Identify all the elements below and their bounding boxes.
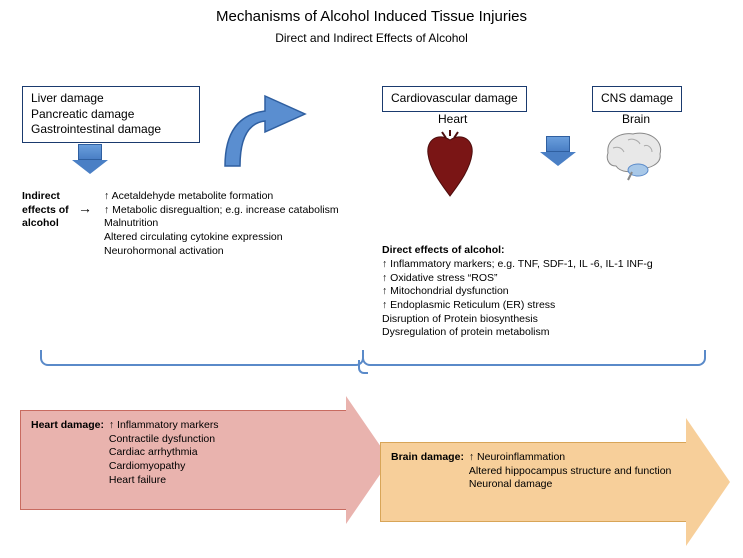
brace-join-icon [358,360,368,374]
brace-icon [40,350,364,366]
heart-damage-list: ↑ Inflammatory markersContractile dysfun… [109,419,219,487]
heart-damage-arrow: Heart damage: ↑ Inflammatory markersCont… [20,410,390,510]
heart-icon [420,130,480,200]
box-cardio: Cardiovascular damage [382,86,527,112]
box-left-damage: Liver damagePancreatic damageGastrointes… [22,86,200,143]
page-subtitle: Direct and Indirect Effects of Alcohol [0,31,743,45]
brain-damage-label: Brain damage: [391,451,464,463]
indirect-label: Indirect effects of alcohol [22,190,69,231]
direct-list: ↑ Inflammatory markers; e.g. TNF, SDF-1,… [382,258,702,340]
indirect-list: ↑ Acetaldehyde metabolite formation↑ Met… [104,190,364,258]
curved-arrow-icon [210,86,320,176]
brain-icon [598,128,668,183]
down-arrow-icon [538,136,578,166]
brain-damage-list: ↑ NeuroinflammationAltered hippocampus s… [469,451,672,492]
box-left-text: Liver damagePancreatic damageGastrointes… [31,91,161,136]
box-cns-text: CNS damage [601,91,673,105]
right-arrow-icon: → [78,200,92,216]
brain-damage-arrow: Brain damage: ↑ NeuroinflammationAltered… [380,442,730,522]
direct-label: Direct effects of alcohol: [382,244,505,258]
heart-damage-label: Heart damage: [31,419,104,431]
brace-icon [362,350,706,366]
down-arrow-icon [70,144,110,174]
heart-label: Heart [438,112,467,126]
page-title: Mechanisms of Alcohol Induced Tissue Inj… [0,8,743,25]
brain-label: Brain [622,112,650,126]
box-cns: CNS damage [592,86,682,112]
box-cardio-text: Cardiovascular damage [391,91,518,105]
